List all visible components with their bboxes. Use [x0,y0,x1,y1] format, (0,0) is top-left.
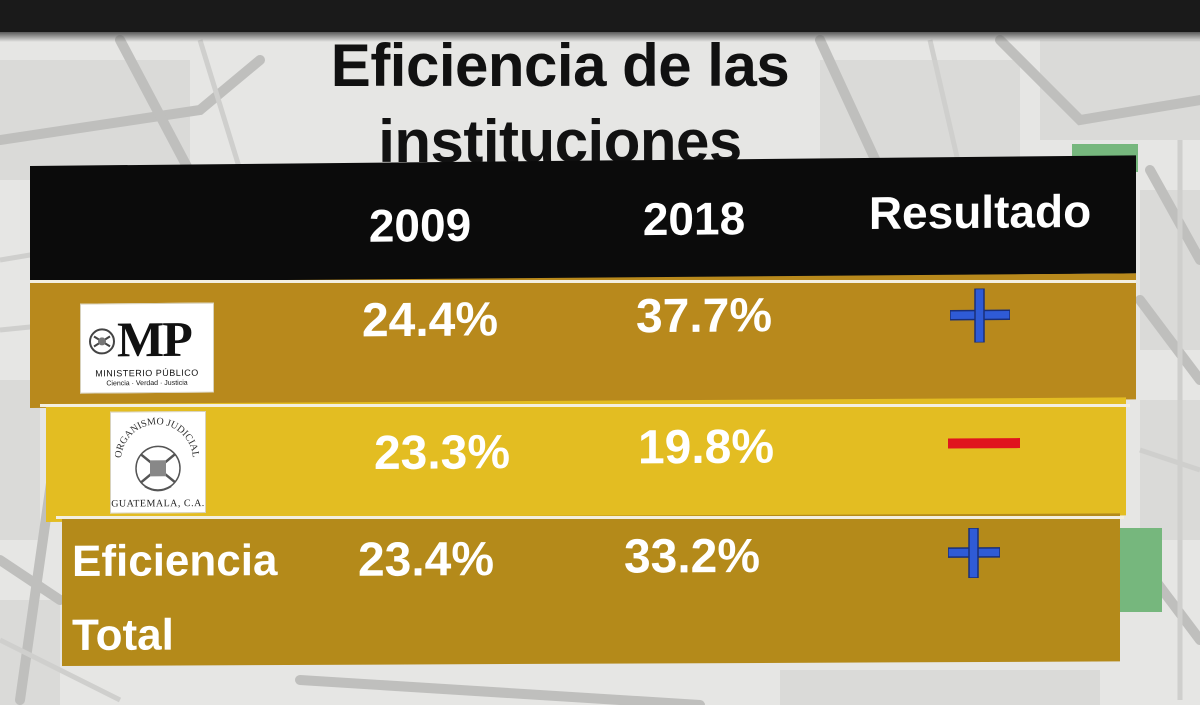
guatemala-seal-icon [89,328,115,355]
table-header-row: 2009 2018 Resultado [30,155,1136,284]
total-value-2009: 23.4% [357,533,495,587]
mp-value-2018: 37.7% [635,289,773,344]
mp-value-2009: 24.4% [361,293,499,348]
mp-logo-subtitle: MINISTERIO PÚBLICO [95,367,199,379]
slide-title-line1: Eficiencia de las [330,32,790,99]
total-label: Eficiencia Total [72,531,277,666]
mp-logo-text: MP [117,310,191,368]
mp-logo: MP MINISTERIO PÚBLICO Ciencia · Verdad ·… [80,302,214,394]
total-label-line1: Eficiencia [72,536,278,586]
table-row-total: Eficiencia Total 23.4% 33.2% [62,513,1120,666]
table-row-oj: ORGANISMO JUDICIAL GUATEMALA, C.A. 23.3%… [46,397,1126,522]
oj-value-2009: 23.3% [373,426,511,480]
oj-seal-bottom-text: GUATEMALA, C.A. [111,498,205,510]
table-row-mp: MP MINISTERIO PÚBLICO Ciencia · Verdad ·… [30,273,1136,408]
oj-seal-arc: ORGANISMO JUDICIAL [115,416,199,459]
minus-icon [948,438,1020,449]
bezel-shadow [0,32,1200,42]
mp-logo-tagline: Ciencia · Verdad · Justicia [106,379,188,388]
oj-value-2018: 19.8% [637,420,775,475]
oj-seal: ORGANISMO JUDICIAL GUATEMALA, C.A. [110,411,206,514]
row-separator [30,280,1136,283]
coat-of-arms-icon [135,445,181,492]
header-2018: 2018 [642,192,746,246]
total-label-line2: Total [72,610,174,660]
plus-icon [948,527,1000,579]
total-value-2018: 33.2% [623,529,761,584]
row-separator [56,516,1124,519]
row-separator [40,404,1130,407]
screen-bezel [0,0,1200,32]
header-resultado: Resultado [868,184,1092,239]
header-2009: 2009 [368,198,472,252]
plus-icon [950,288,1010,343]
